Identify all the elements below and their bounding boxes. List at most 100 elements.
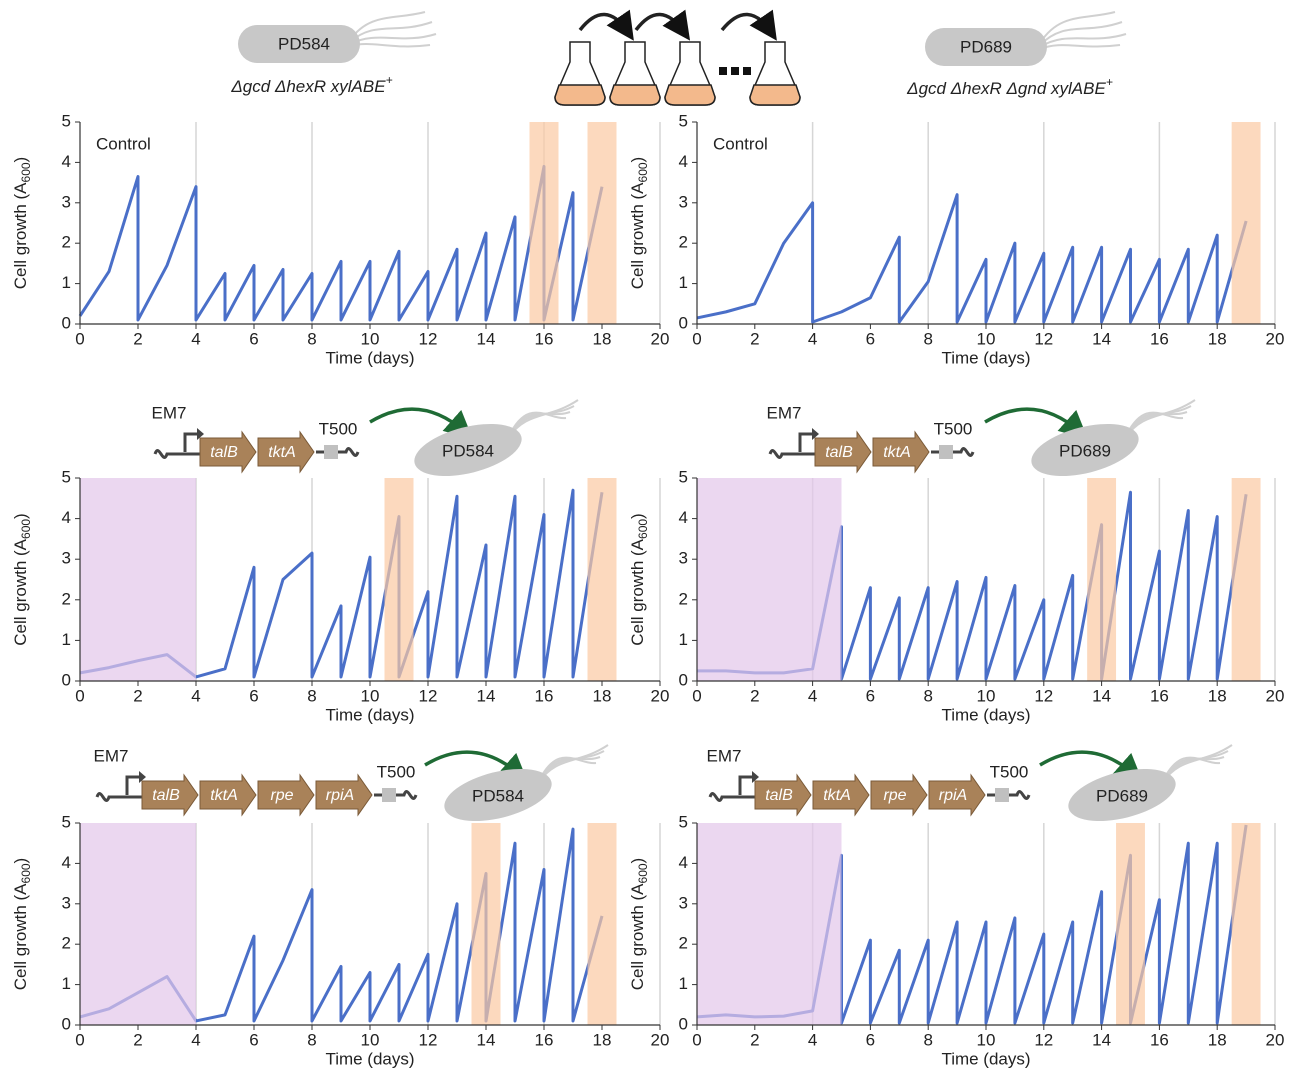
x-tick-label: 14 [1092,686,1111,705]
y-axis-label: Cell growth (A600) [11,858,33,990]
transfer-arrow [370,409,465,432]
y-tick-label: 5 [679,111,688,130]
x-tick-label: 0 [75,686,84,705]
flasks [555,14,800,105]
y-axis-label-part: 600 [19,863,33,883]
y-tick-label: 3 [62,192,71,211]
y-tick-label: 2 [62,589,71,608]
x-tick-label: 12 [1034,329,1053,348]
x-axis-label: Time (days) [325,1049,414,1068]
y-tick-label: 5 [62,467,71,486]
terminator [995,788,1009,802]
y-tick-label: 5 [679,467,688,486]
x-tick-label: 16 [535,329,554,348]
x-tick-label: 12 [419,686,438,705]
growth-line [697,195,1246,322]
shaded-region [1232,122,1261,324]
y-tick-label: 3 [62,549,71,568]
x-tick-label: 18 [1208,329,1227,348]
x-tick-label: 4 [808,329,817,348]
x-tick-label: 2 [133,686,142,705]
y-tick-label: 5 [679,812,688,831]
y-axis-label-part: 600 [19,519,33,539]
promoter-label: EM7 [152,403,187,422]
y-tick-label: 3 [62,893,71,912]
x-tick-label: 12 [419,1030,438,1049]
construct-backbone [155,451,200,458]
gene-label: talB [825,444,853,461]
transfer-arrow [1040,752,1135,775]
y-axis-label-part: ) [11,513,30,519]
gene-label: talB [210,444,238,461]
terminator [939,445,953,459]
shaded-region [588,823,617,1025]
shaded-region [1232,823,1261,1025]
y-tick-label: 2 [679,934,688,953]
x-tick-label: 8 [923,686,932,705]
y-axis-label-part: 600 [636,519,650,539]
shaded-region [1116,823,1145,1025]
construct-backbone [710,794,755,801]
x-tick-label: 16 [1150,1030,1169,1049]
y-axis-label-part: ) [11,858,30,864]
y-tick-label: 1 [62,273,71,292]
x-tick-label: 6 [866,1030,875,1049]
terminator-label: T500 [990,762,1029,781]
x-tick-label: 18 [1208,1030,1227,1049]
x-tick-label: 4 [191,1030,200,1049]
x-tick-label: 20 [1266,1030,1285,1049]
x-tick-label: 14 [477,686,496,705]
x-tick-label: 10 [977,686,996,705]
x-tick-label: 6 [866,329,875,348]
genotype-text: Δgcd ΔhexR xylABE [230,77,386,96]
gene-label: rpe [883,787,906,804]
y-tick-label: 2 [679,233,688,252]
y-axis-label-part: Cell growth (A [11,883,30,990]
promoter-label: EM7 [707,746,742,765]
terminator-label: T500 [319,419,358,438]
strain-label: PD689 [1096,786,1148,805]
y-tick-label: 4 [679,152,688,171]
shaded-region [588,478,617,681]
x-tick-label: 4 [808,686,817,705]
shaded-region [1232,478,1261,681]
terminator-label: T500 [377,762,416,781]
y-tick-label: 2 [62,934,71,953]
gene-label: tktA [883,444,911,461]
x-tick-label: 2 [133,1030,142,1049]
gene-label: talB [765,787,793,804]
shaded-region [588,122,617,324]
chart-panel: 01234502468101214161820Time (days)Cell g… [628,812,1284,1068]
y-tick-label: 4 [62,853,71,872]
x-axis-label: Time (days) [941,705,1030,724]
x-tick-label: 14 [1092,329,1111,348]
y-axis-label-part: Cell growth (A [628,538,647,645]
x-tick-label: 16 [535,1030,554,1049]
x-tick-label: 8 [307,329,316,348]
x-tick-label: 2 [750,686,759,705]
y-tick-label: 1 [679,273,688,292]
x-tick-label: 6 [249,1030,258,1049]
y-tick-label: 1 [679,974,688,993]
x-tick-label: 2 [750,329,759,348]
shaded-region [80,823,196,1025]
gene-label: rpe [270,787,293,804]
y-axis-label-part: ) [628,157,647,163]
y-axis-label: Cell growth (A600) [628,858,650,990]
strain-label: PD584 [442,441,494,460]
promoter [800,434,814,452]
y-tick-label: 3 [679,549,688,568]
header-illustration: PD584 PD689 Δgcd ΔhexR xylABE+ Δgcd Δhex… [230,12,1126,105]
x-tick-label: 20 [651,686,670,705]
y-axis-label-part: 600 [19,162,33,182]
shaded-region [697,478,842,681]
strain-label: PD584 [278,34,330,53]
y-axis-label-part: Cell growth (A [11,538,30,645]
strain-label: PD689 [960,37,1012,56]
y-tick-label: 5 [62,111,71,130]
y-tick-label: 2 [679,589,688,608]
y-tick-label: 1 [62,630,71,649]
y-axis-label-part: 600 [636,863,650,883]
